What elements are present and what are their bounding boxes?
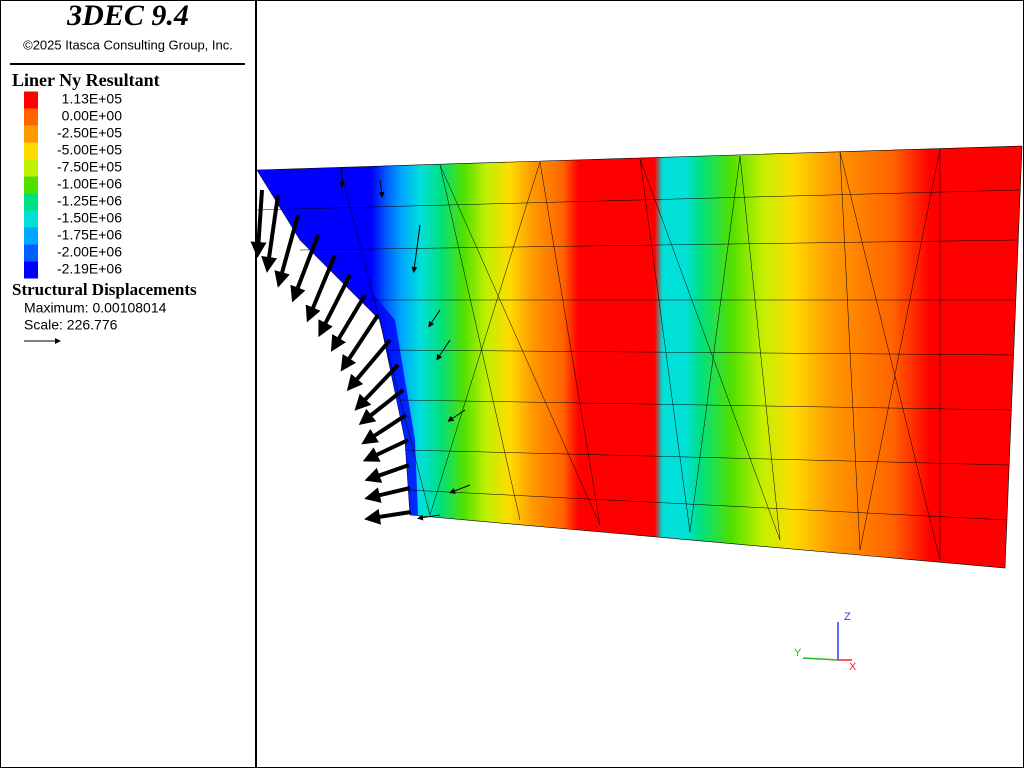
legend-swatch <box>24 108 38 126</box>
app-title: 3DEC 9.4 <box>66 0 189 32</box>
contour-plot <box>250 145 1023 569</box>
legend-swatch <box>24 210 38 228</box>
legend-label: -1.75E+06 <box>57 227 122 243</box>
legend-panel: 3DEC 9.4 ©2025 Itasca Consulting Group, … <box>10 0 245 344</box>
legend-label: -2.50E+05 <box>57 125 122 141</box>
legend-swatch <box>24 125 38 143</box>
legend-label: -2.19E+06 <box>57 261 122 277</box>
contour-surface <box>256 145 1023 569</box>
copyright: ©2025 Itasca Consulting Group, Inc. <box>23 37 233 52</box>
legend-swatch <box>24 159 38 177</box>
axis-triad: Z Y X <box>794 611 857 673</box>
legend-title: Liner Ny Resultant <box>12 70 160 90</box>
legend-label: -1.00E+06 <box>57 176 122 192</box>
legend-swatch <box>24 261 38 279</box>
legend-swatch <box>24 227 38 245</box>
z-label: Z <box>844 611 851 623</box>
y-label: Y <box>794 647 802 659</box>
legend-swatch <box>24 176 38 194</box>
legend-swatch <box>24 91 38 109</box>
legend-label: -1.25E+06 <box>57 193 122 209</box>
mesh <box>256 148 1021 561</box>
legend-swatch <box>24 244 38 262</box>
displacement-arrows <box>250 168 471 525</box>
legend-label: -5.00E+05 <box>57 142 122 158</box>
legend-swatch <box>24 193 38 211</box>
legend-label: -7.50E+05 <box>57 159 122 175</box>
displacement-title: Structural Displacements <box>12 280 197 299</box>
x-label: X <box>849 661 857 673</box>
legend-label: 1.13E+05 <box>62 91 123 107</box>
legend-label: -2.00E+06 <box>57 244 122 260</box>
legend-label: -1.50E+06 <box>57 210 122 226</box>
y-axis <box>802 657 839 661</box>
legend-swatch <box>24 142 38 160</box>
displacement-maximum: Maximum: 0.00108014 <box>24 300 167 316</box>
legend-label: 0.00E+00 <box>62 108 123 124</box>
displacement-scale: Scale: 226.776 <box>24 317 118 333</box>
